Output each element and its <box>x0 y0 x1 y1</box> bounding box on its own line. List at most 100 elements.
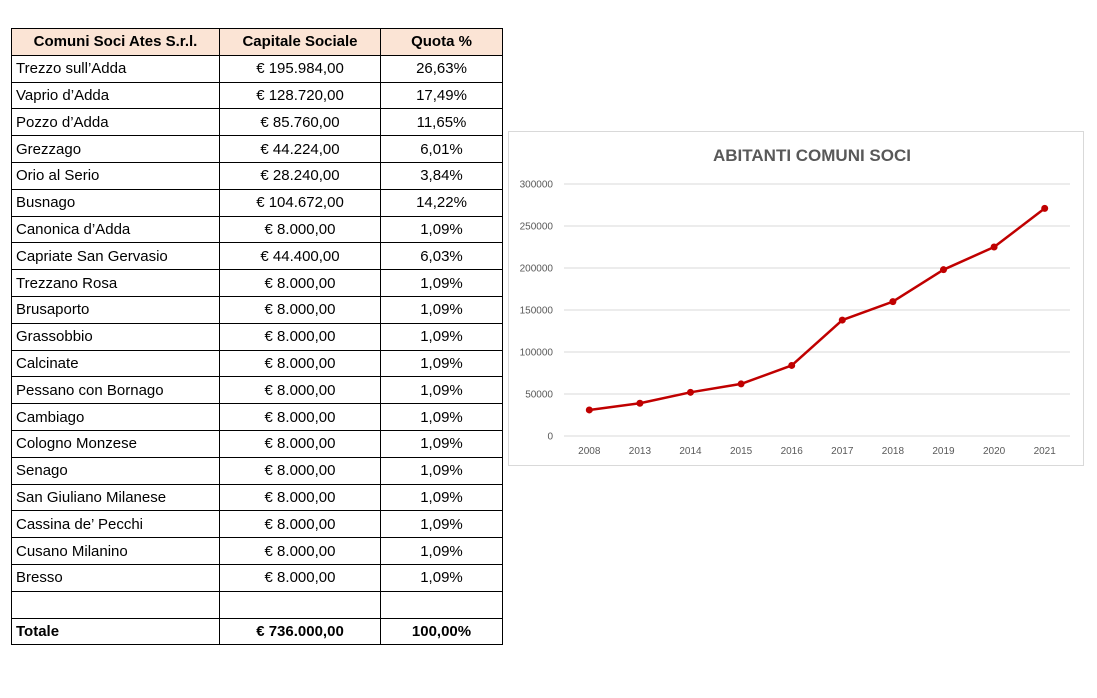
table-row: Bresso € 8.000,00 1,09% <box>11 563 503 592</box>
cell-comune: Cologno Monzese <box>11 429 220 458</box>
cell-quota: 1,09% <box>380 349 503 378</box>
cell-capitale: € 8.000,00 <box>219 563 381 592</box>
data-point <box>940 266 947 274</box>
cell-quota: 1,09% <box>380 456 503 485</box>
cell-comune <box>11 590 220 619</box>
table-header-row: Comuni Soci Ates S.r.l. Capitale Sociale… <box>11 28 503 56</box>
cell-capitale: € 8.000,00 <box>219 429 381 458</box>
cell-quota: 17,49% <box>380 81 503 110</box>
total-row: Totale € 736.000,00 100,00% <box>11 617 503 646</box>
y-tick-label: 200000 <box>520 264 554 275</box>
cell-comune: Pozzo d’Adda <box>11 108 220 137</box>
table-row: Cassina de’ Pecchi € 8.000,00 1,09% <box>11 510 503 539</box>
cell-comune: Cassina de’ Pecchi <box>11 510 220 539</box>
cell-quota: 3,84% <box>380 161 503 190</box>
cell-capitale: € 8.000,00 <box>219 537 381 565</box>
y-tick-label: 150000 <box>520 306 554 317</box>
cell-capitale: € 195.984,00 <box>219 54 381 83</box>
table-row: Grezzago € 44.224,00 6,01% <box>11 135 503 163</box>
empty-row <box>11 590 503 619</box>
cell-capitale: € 85.760,00 <box>219 108 381 137</box>
chart-container: ABITANTI COMUNI SOCI 0 50000 100000 150000 2… <box>508 131 1084 466</box>
table-row: Pozzo d’Adda € 85.760,00 11,65% <box>11 108 503 137</box>
cell-comune: Cusano Milanino <box>11 537 220 565</box>
table-row: Cusano Milanino € 8.000,00 1,09% <box>11 537 503 565</box>
data-point <box>788 361 796 369</box>
cell-comune: Totale <box>11 617 220 646</box>
cell-quota: 1,09% <box>380 215 503 244</box>
cell-quota: 1,09% <box>380 376 503 405</box>
table-row: San Giuliano Milanese € 8.000,00 1,09% <box>11 483 503 512</box>
x-tick-label: 2015 <box>730 446 753 457</box>
table-body: Trezzo sull’Adda € 195.984,00 26,63% Vaprio… <box>11 54 503 646</box>
cell-quota: 6,01% <box>380 135 503 163</box>
table-row: Calcinate € 8.000,00 1,09% <box>11 349 503 378</box>
cell-capitale: € 8.000,00 <box>219 456 381 485</box>
x-tick-label: 2021 <box>1034 446 1057 457</box>
x-tick-label: 2017 <box>831 446 854 457</box>
cell-capitale: € 8.000,00 <box>219 483 381 512</box>
data-point <box>687 388 694 396</box>
cell-capitale: € 8.000,00 <box>219 376 381 405</box>
table-row: Pessano con Bornago € 8.000,00 1,09% <box>11 376 503 405</box>
x-tick-label: 2016 <box>781 446 804 457</box>
series-layer <box>585 204 1049 414</box>
table-row: Cambiago € 8.000,00 1,09% <box>11 403 503 431</box>
x-axis-ticks: 2008 2013 2014 2015 2016 2017 2018 2019 2020 2021 <box>578 446 1056 457</box>
table-row: Orio al Serio € 28.240,00 3,84% <box>11 161 503 190</box>
header-quota: Quota % <box>380 28 503 56</box>
header-comuni: Comuni Soci Ates S.r.l. <box>11 28 220 56</box>
line-chart: ABITANTI COMUNI SOCI 0 50000 100000 150000 2… <box>520 146 1070 457</box>
data-point <box>585 406 593 414</box>
cell-capitale: € 128.720,00 <box>219 81 381 110</box>
x-tick-label: 2019 <box>932 446 955 457</box>
cell-comune: Bresso <box>11 563 220 592</box>
cell-quota: 11,65% <box>380 108 503 137</box>
y-tick-label: 50000 <box>525 390 553 401</box>
table-row: Canonica d’Adda € 8.000,00 1,09% <box>11 215 503 244</box>
table-row: Cologno Monzese € 8.000,00 1,09% <box>11 429 503 458</box>
cell-quota: 1,09% <box>380 322 503 351</box>
table-row: Trezzo sull’Adda € 195.984,00 26,63% <box>11 54 503 83</box>
cell-comune: Grassobbio <box>11 322 220 351</box>
cell-quota: 100,00% <box>380 617 503 646</box>
table-row: Senago € 8.000,00 1,09% <box>11 456 503 485</box>
header-capitale: Capitale Sociale <box>219 28 381 56</box>
cell-capitale: € 736.000,00 <box>219 617 381 646</box>
cell-capitale: € 104.672,00 <box>219 188 381 217</box>
y-tick-label: 250000 <box>520 222 554 233</box>
cell-capitale: € 8.000,00 <box>219 295 381 324</box>
y-tick-label: 300000 <box>520 180 554 191</box>
x-tick-label: 2020 <box>983 446 1006 457</box>
cell-comune: Senago <box>11 456 220 485</box>
cell-comune: Busnago <box>11 188 220 217</box>
y-tick-label: 0 <box>547 432 553 443</box>
data-point <box>1041 204 1049 212</box>
cell-quota: 1,09% <box>380 269 503 297</box>
cell-capitale <box>219 590 381 619</box>
table-row: Capriate San Gervasio € 44.400,00 6,03% <box>11 242 503 271</box>
cell-comune: San Giuliano Milanese <box>11 483 220 512</box>
cell-comune: Canonica d’Adda <box>11 215 220 244</box>
cell-quota: 1,09% <box>380 510 503 539</box>
x-tick-label: 2013 <box>629 446 652 457</box>
x-tick-label: 2018 <box>882 446 905 457</box>
cell-capitale: € 8.000,00 <box>219 215 381 244</box>
cell-quota: 14,22% <box>380 188 503 217</box>
cell-quota: 26,63% <box>380 54 503 83</box>
cell-comune: Trezzo sull’Adda <box>11 54 220 83</box>
cell-capitale: € 8.000,00 <box>219 403 381 431</box>
y-axis-ticks: 0 50000 100000 150000 200000 250000 300000 <box>520 180 554 443</box>
data-point <box>636 399 644 407</box>
cell-capitale: € 8.000,00 <box>219 269 381 297</box>
cell-capitale: € 8.000,00 <box>219 510 381 539</box>
cell-comune: Grezzago <box>11 135 220 163</box>
cell-quota <box>380 590 503 619</box>
table-row: Busnago € 104.672,00 14,22% <box>11 188 503 217</box>
cell-quota: 1,09% <box>380 563 503 592</box>
data-point <box>889 298 897 306</box>
data-point <box>737 380 745 388</box>
cell-comune: Capriate San Gervasio <box>11 242 220 271</box>
cell-quota: 1,09% <box>380 429 503 458</box>
cell-comune: Orio al Serio <box>11 161 220 190</box>
